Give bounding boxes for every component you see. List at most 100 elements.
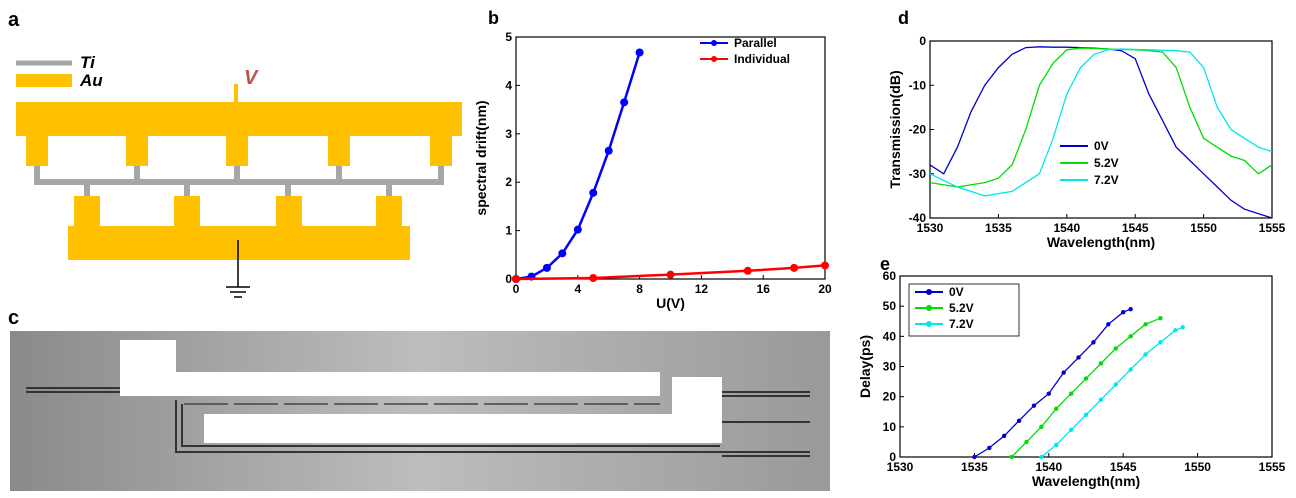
data-point-e-0-10 [1121, 310, 1126, 315]
data-point-e-2-5 [1113, 382, 1118, 387]
data-point-e-1-2 [1039, 424, 1044, 430]
data-point-e-2-10 [1180, 325, 1185, 330]
x-axis-label-d: Wavelength(nm) [1047, 234, 1155, 250]
y-tick-label-b-3: 3 [505, 127, 512, 141]
x-tick-label-e-1: 1535 [961, 460, 988, 474]
data-point-e-0-2 [1001, 433, 1007, 439]
series-line-d-0 [929, 46, 1273, 219]
panel-a-schematic: a Ti Au V [8, 9, 462, 298]
x-tick-label-b-3: 12 [695, 282, 709, 296]
panel-c-label: c [8, 307, 19, 329]
x-tick-label-b-2: 8 [636, 282, 643, 296]
legend-label-b-1: Individual [734, 52, 790, 66]
data-point-b-0-8 [635, 48, 644, 57]
x-tick-label-e-2: 1540 [1035, 460, 1062, 474]
data-point-b-0-7 [620, 98, 629, 107]
data-point-e-2-4 [1098, 397, 1104, 402]
legend-marker-e-0 [926, 289, 932, 295]
data-point-e-2-3 [1083, 412, 1089, 417]
top-fingers [26, 136, 452, 166]
y-tick-label-e-2: 20 [883, 390, 897, 404]
data-point-e-0-1 [987, 445, 992, 451]
data-point-e-0-5 [1046, 391, 1052, 396]
data-point-e-0-11 [1128, 306, 1133, 312]
data-point-e-1-7 [1113, 346, 1118, 351]
legend-marker-e-1 [926, 305, 932, 311]
fit-line-e-1 [1011, 317, 1161, 458]
panel-e-label: e [880, 254, 890, 274]
data-point-e-0-7 [1076, 355, 1081, 360]
data-point-e-2-7 [1143, 352, 1148, 357]
x-tick-label-d-0: 1530 [917, 221, 944, 235]
x-tick-label-e-5: 1555 [1259, 460, 1286, 474]
data-point-e-0-6 [1061, 370, 1066, 375]
y-axis-label-e: Delay(ps) [857, 335, 873, 398]
legend-marker-b-0 [711, 40, 717, 46]
data-point-e-0-9 [1106, 322, 1111, 327]
x-tick-label-d-1: 1535 [985, 221, 1012, 235]
data-point-e-1-9 [1143, 322, 1148, 327]
legend-label-e-2: 7.2V [949, 317, 974, 331]
y-tick-label-b-5: 5 [505, 30, 512, 44]
x-tick-label-b-4: 16 [757, 282, 771, 296]
y-tick-label-e-0: 0 [889, 450, 896, 464]
x-tick-label-b-5: 20 [818, 282, 832, 296]
panel-d-label: d [898, 8, 909, 28]
top-electrode-pad [120, 340, 660, 396]
data-point-e-2-9 [1173, 328, 1178, 333]
voltage-label: V [244, 67, 259, 89]
legend-label-d-2: 7.2V [1094, 173, 1119, 187]
series-line-b-1 [515, 264, 826, 281]
y-tick-label-b-4: 4 [505, 78, 512, 92]
bottom-electrode-pad [204, 377, 722, 443]
x-tick-label-b-1: 4 [574, 282, 581, 296]
data-point-e-1-6 [1098, 361, 1104, 366]
data-point-b-1-1 [589, 274, 598, 283]
legend-label-d-0: 0V [1094, 139, 1109, 153]
fit-line-e-0 [974, 308, 1131, 458]
data-point-e-1-3 [1054, 406, 1059, 411]
x-tick-label-e-4: 1550 [1184, 460, 1211, 474]
panel-b-label: b [488, 8, 499, 28]
data-point-b-0-6 [604, 146, 613, 155]
panel-c-micrograph: c [8, 307, 830, 491]
data-point-b-0-5 [589, 188, 598, 197]
ti-legend-label: Ti [80, 53, 96, 72]
waveguides [26, 387, 810, 457]
top-au-electrode [16, 102, 462, 136]
series-line-d-2 [929, 48, 1273, 197]
y-tick-label-e-3: 30 [883, 360, 897, 374]
data-point-e-2-2 [1068, 427, 1074, 433]
legend-marker-e-2 [926, 321, 932, 327]
y-tick-label-b-1: 1 [505, 224, 512, 238]
y-tick-label-d-3: -30 [909, 167, 927, 181]
chart-d: d 1530 1535 1540 1545 1550 1555 0 -10 -20 -30 -40 Wa… [887, 8, 1286, 250]
data-point-e-0-4 [1031, 403, 1037, 408]
data-point-e-1-10 [1158, 316, 1163, 321]
y-tick-label-e-1: 10 [883, 420, 897, 434]
chart-e: e 1530 1535 1540 1545 1550 1555 0 10 20 30 40 50 60 Wa… [857, 254, 1286, 489]
data-point-b-1-5 [821, 261, 829, 270]
data-point-b-1-4 [790, 263, 799, 272]
data-point-b-0-3 [558, 249, 567, 258]
data-point-b-1-2 [666, 270, 675, 279]
data-point-e-0-0 [972, 454, 977, 460]
au-legend-label: Au [79, 71, 103, 90]
plot-area-b [515, 36, 826, 280]
legend-label-d-1: 5.2V [1094, 156, 1119, 170]
ti-heater [34, 166, 444, 198]
data-point-e-1-0 [1009, 454, 1014, 460]
x-axis-label-e: Wavelength(nm) [1032, 473, 1140, 489]
plot-area-d [929, 40, 1273, 219]
y-tick-label-b-0: 0 [505, 272, 512, 286]
panel-a-label: a [8, 9, 20, 31]
legend-marker-b-1 [711, 56, 717, 62]
x-tick-label-d-4: 1550 [1190, 221, 1217, 235]
series-line-b-0 [515, 52, 641, 281]
x-axis-label-b: U(V) [656, 295, 685, 311]
y-tick-label-d-4: -40 [909, 211, 927, 225]
y-tick-label-e-6: 60 [883, 269, 897, 283]
legend-label-e-0: 0V [949, 285, 964, 299]
x-tick-label-d-2: 1540 [1053, 221, 1080, 235]
